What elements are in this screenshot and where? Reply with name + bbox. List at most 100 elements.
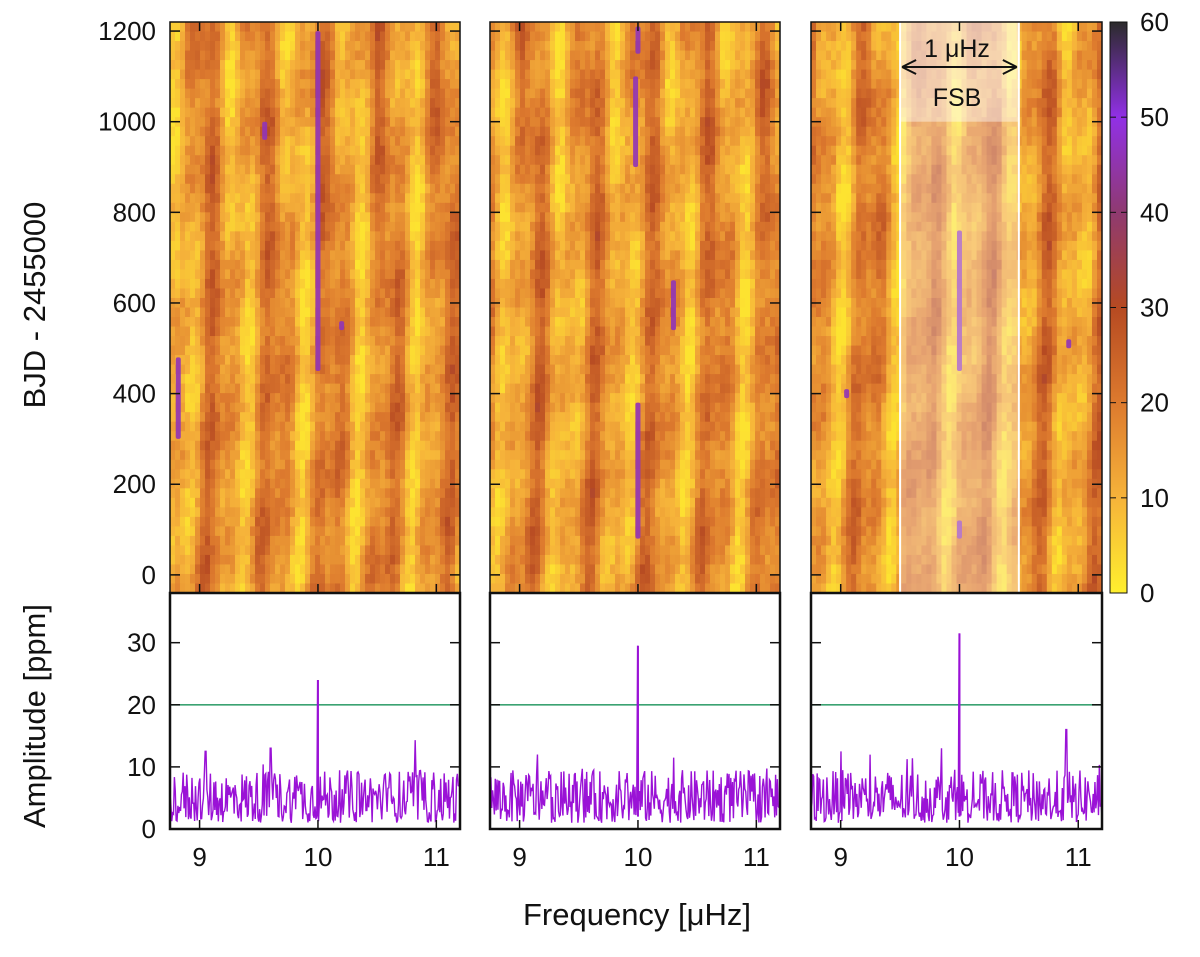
heatmap-cell xyxy=(370,126,376,137)
heatmap-cell xyxy=(180,326,186,337)
heatmap-cell xyxy=(385,69,391,80)
heatmap-cell xyxy=(435,183,441,194)
heatmap-cell xyxy=(450,250,456,261)
heatmap-cell xyxy=(350,459,356,470)
heatmap-cell xyxy=(325,497,331,508)
heatmap-cell xyxy=(425,564,431,575)
heatmap-cell xyxy=(195,193,201,204)
heatmap-cell xyxy=(775,221,780,232)
heatmap-cell xyxy=(360,98,366,109)
heatmap-cell xyxy=(505,69,511,80)
heatmap-cell xyxy=(240,535,246,547)
heatmap-cell xyxy=(305,297,311,309)
heatmap-cell xyxy=(360,516,366,527)
heatmap-cell xyxy=(500,69,506,80)
heatmap-cell xyxy=(310,31,316,42)
heatmap-cell xyxy=(560,126,566,137)
heatmap-cell xyxy=(200,402,206,413)
heatmap-cell xyxy=(420,554,426,566)
heatmap-cell xyxy=(270,231,276,242)
heatmap-cell xyxy=(215,307,221,318)
heatmap-cell xyxy=(415,288,421,299)
heatmap-cell xyxy=(360,554,366,566)
heatmap-cell xyxy=(215,250,221,261)
heatmap-cell xyxy=(260,516,266,527)
heatmap-cell xyxy=(260,174,266,185)
heatmap-cell xyxy=(250,412,256,423)
heatmap-cell xyxy=(170,22,176,33)
heatmap-cell xyxy=(600,193,606,204)
heatmap-cell xyxy=(295,450,301,461)
heatmap-cell xyxy=(420,374,426,385)
heatmap-cell xyxy=(215,412,221,423)
heatmap-cell xyxy=(195,554,201,566)
heatmap-cell xyxy=(590,193,596,204)
heatmap-cell xyxy=(215,364,221,375)
heatmap-cell xyxy=(600,221,606,232)
heatmap-cell xyxy=(290,183,296,194)
heatmap-cell xyxy=(290,212,296,223)
heatmap-cell xyxy=(215,421,221,432)
heatmap-cell xyxy=(305,393,311,404)
heatmap-cell xyxy=(685,174,691,185)
heatmap-cell xyxy=(775,88,780,99)
heatmap-cell xyxy=(410,145,416,156)
heatmap-cell xyxy=(330,183,336,194)
heatmap-cell xyxy=(755,145,761,156)
heatmap-cell xyxy=(615,193,621,204)
heatmap-cell xyxy=(220,459,226,470)
heatmap-cell xyxy=(340,69,346,80)
heatmap-cell xyxy=(770,41,776,52)
heatmap-cell xyxy=(260,41,266,52)
heatmap-cell xyxy=(410,364,416,375)
heatmap-cell xyxy=(430,402,436,413)
heatmap-cell xyxy=(350,326,356,337)
heatmap-cell xyxy=(265,79,271,90)
heatmap-cell xyxy=(580,69,586,80)
heatmap-cell xyxy=(255,412,261,423)
heatmap-cell xyxy=(245,336,251,347)
heatmap-cell xyxy=(665,240,671,251)
heatmap-cell xyxy=(240,288,246,299)
heatmap-cell xyxy=(190,288,196,299)
heatmap-cell xyxy=(175,326,181,337)
heatmap-cell xyxy=(240,126,246,137)
heatmap-cell xyxy=(515,231,521,242)
heatmap-cell xyxy=(450,535,456,547)
heatmap-cell xyxy=(220,240,226,251)
heatmap-cell xyxy=(670,117,676,128)
heatmap-cell xyxy=(215,41,221,52)
heatmap-cell xyxy=(435,478,441,489)
heatmap-cell xyxy=(520,221,526,232)
heatmap-cell xyxy=(405,336,411,347)
heatmap-cell xyxy=(200,269,206,280)
heatmap-cell xyxy=(280,88,286,99)
heatmap-cell xyxy=(410,488,416,499)
heatmap-streak xyxy=(339,321,345,331)
heatmap-cell xyxy=(655,69,661,80)
heatmap-cell xyxy=(740,117,746,128)
heatmap-cell xyxy=(335,69,341,80)
heatmap-cell xyxy=(380,31,386,42)
heatmap-cell xyxy=(735,22,741,33)
heatmap-cell xyxy=(625,164,631,175)
heatmap-cell xyxy=(255,402,261,413)
heatmap-cell xyxy=(425,117,431,128)
heatmap-cell xyxy=(400,431,406,442)
heatmap-cell xyxy=(385,164,391,175)
heatmap-cell xyxy=(390,60,396,71)
heatmap-cell xyxy=(610,22,616,33)
heatmap-cell xyxy=(255,478,261,489)
heatmap-cell xyxy=(205,31,211,42)
heatmap-cell xyxy=(265,98,271,109)
heatmap-cell xyxy=(310,174,316,185)
heatmap-cell xyxy=(355,155,361,166)
heatmap-cell xyxy=(250,336,256,347)
heatmap-cell xyxy=(420,402,426,413)
heatmap-cell xyxy=(410,383,416,394)
heatmap-cell xyxy=(250,355,256,366)
heatmap-cell xyxy=(355,288,361,299)
heatmap-cell xyxy=(410,136,416,147)
heatmap-cell xyxy=(645,240,651,251)
heatmap-cell xyxy=(755,117,761,128)
